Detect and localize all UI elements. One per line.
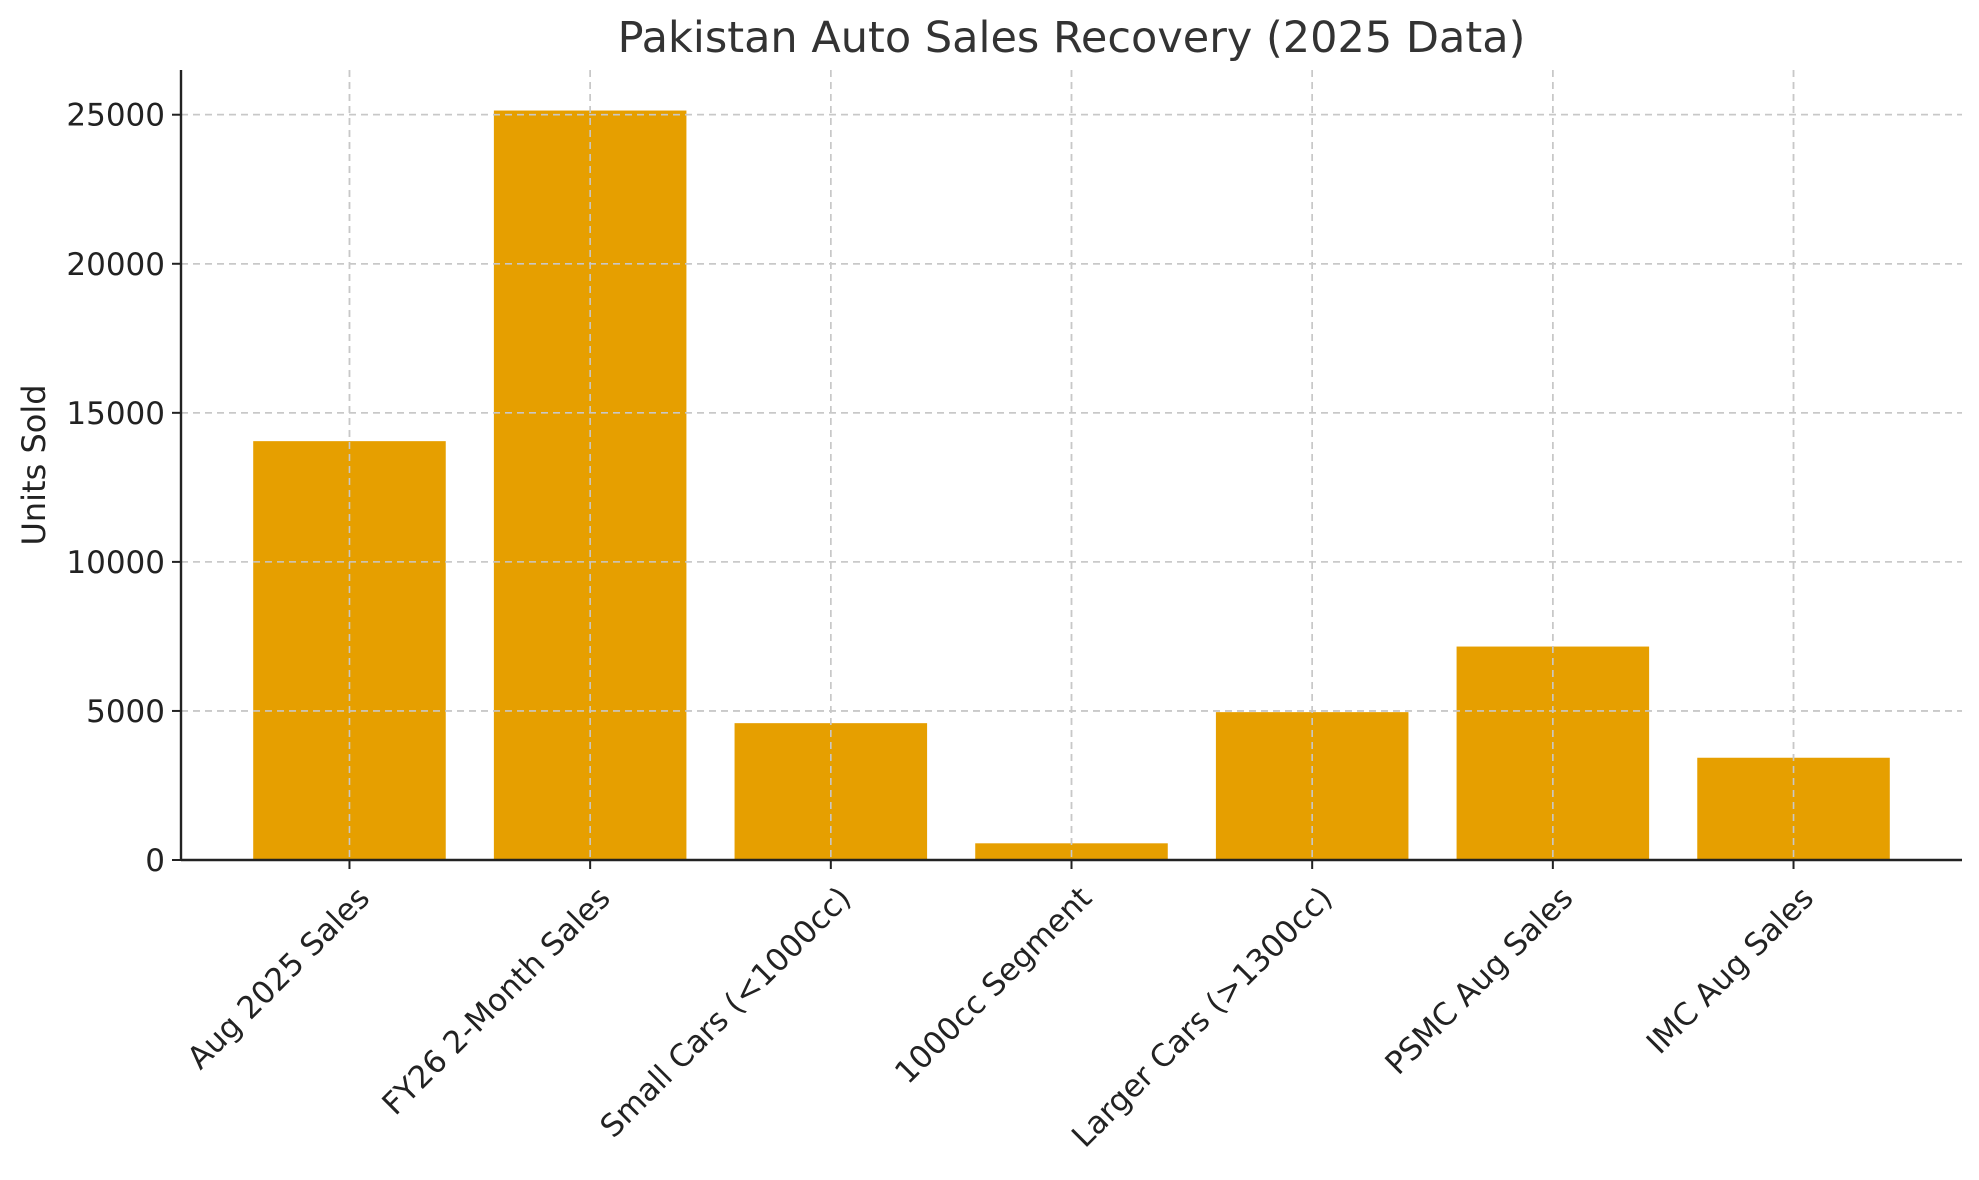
x-tick-label: Larger Cars (>1300cc) xyxy=(1065,880,1340,1155)
x-tick-label: PSMC Aug Sales xyxy=(1378,880,1580,1082)
grid xyxy=(181,70,1962,861)
y-tick-label: 5000 xyxy=(86,694,165,730)
y-tick-label: 20000 xyxy=(66,247,165,283)
y-axis-label: Units Sold xyxy=(15,384,53,545)
chart-title: Pakistan Auto Sales Recovery (2025 Data) xyxy=(618,13,1526,63)
x-tick-label: FY26 2-Month Sales xyxy=(375,880,617,1122)
axes xyxy=(179,70,1962,862)
x-tick-label: IMC Aug Sales xyxy=(1640,880,1821,1061)
y-tick-label: 0 xyxy=(145,843,165,879)
y-tick-label: 10000 xyxy=(66,545,165,581)
y-tick-label: 25000 xyxy=(66,98,165,134)
bars xyxy=(181,70,1962,860)
x-tick-label: Aug 2025 Sales xyxy=(181,880,377,1076)
x-tick-label: 1000cc Segment xyxy=(888,880,1099,1091)
x-tick-label: Small Cars (<1000cc) xyxy=(594,880,859,1145)
y-ticks: 0 5000 10000 15000 20000 25000 xyxy=(66,98,181,879)
y-tick-label: 15000 xyxy=(66,396,165,432)
